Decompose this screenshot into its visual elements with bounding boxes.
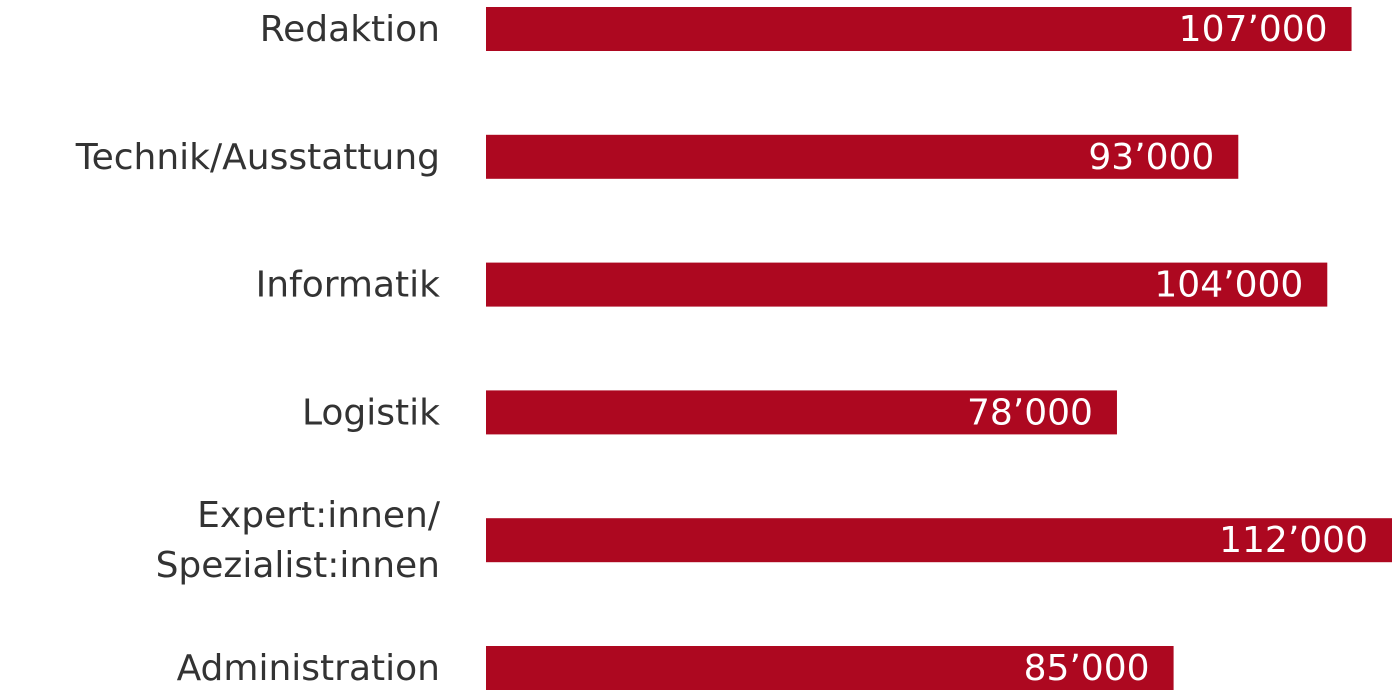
bar: [486, 390, 1117, 435]
bar: [486, 646, 1174, 690]
bar: [486, 518, 1392, 563]
category-label: Informatik: [256, 265, 441, 306]
value-label: 85’000: [1024, 648, 1150, 689]
value-label: 93’000: [1088, 137, 1214, 178]
value-label: 107’000: [1179, 9, 1328, 50]
value-label: 78’000: [967, 392, 1093, 433]
value-label: 104’000: [1154, 265, 1303, 306]
category-label: Technik/Ausstattung: [75, 137, 440, 178]
category-label: Redaktion: [260, 9, 440, 50]
category-label: Administration: [177, 648, 440, 689]
bar: [486, 7, 1352, 51]
category-label: Logistik: [302, 392, 440, 433]
category-label: Expert:innen/Spezialist:innen: [156, 495, 441, 586]
bar: [486, 134, 1239, 179]
bar: [486, 262, 1328, 307]
value-label: 112’000: [1219, 520, 1368, 561]
